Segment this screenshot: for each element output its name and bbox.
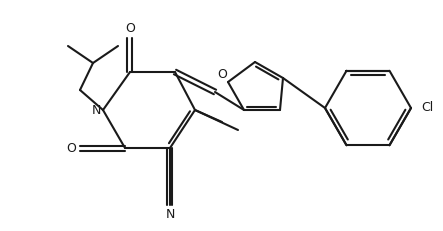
Text: N: N (165, 207, 175, 221)
Text: O: O (66, 142, 76, 155)
Text: Cl: Cl (421, 101, 433, 115)
Text: O: O (217, 67, 227, 80)
Text: N: N (91, 103, 101, 116)
Text: O: O (125, 21, 135, 34)
